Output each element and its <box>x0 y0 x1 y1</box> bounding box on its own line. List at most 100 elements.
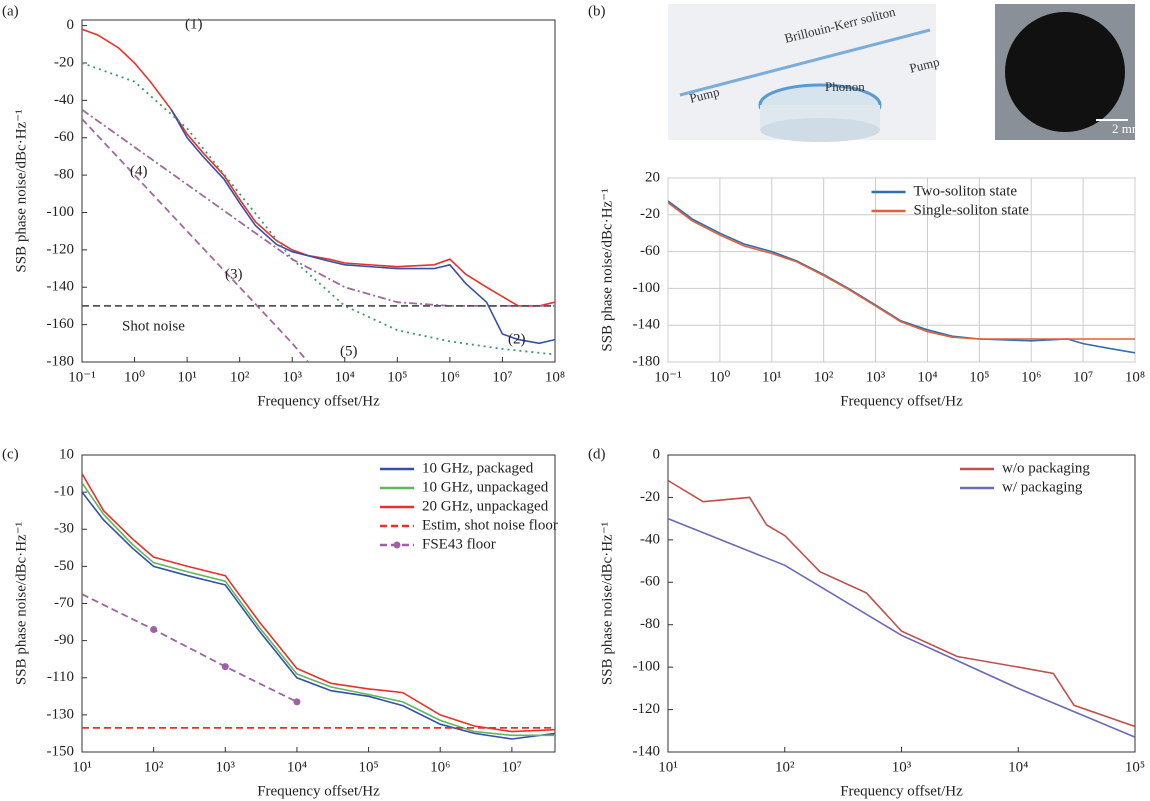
y-tick-label: -10 <box>54 484 74 500</box>
x-tick-label: 10⁴ <box>335 369 355 385</box>
series-line <box>82 593 298 703</box>
annotation: (2) <box>508 331 526 347</box>
panel-label: (d) <box>588 446 606 462</box>
x-tick-label: 10¹ <box>72 759 92 775</box>
legend-label: 10 GHz, unpackaged <box>422 479 549 495</box>
legend-label: w/o packaging <box>1002 460 1090 476</box>
plot-area <box>667 177 1136 363</box>
resonator-base <box>760 118 880 142</box>
x-tick-label: 10³ <box>892 759 912 775</box>
x-tick-label: 10² <box>775 759 795 775</box>
x-tick-label: 10⁶ <box>430 759 450 775</box>
legend-label: Estim, shot noise floor <box>422 517 558 533</box>
marker <box>221 663 229 671</box>
y-tick-label: -100 <box>47 204 75 220</box>
x-tick-label: 10⁷ <box>492 369 512 385</box>
x-tick-label: 10³ <box>216 759 236 775</box>
series-group <box>668 200 1135 354</box>
x-tick-label: 10¹ <box>177 369 197 385</box>
x-tick-label: 10⁵ <box>969 369 989 385</box>
y-tick-label: -110 <box>47 669 74 685</box>
panel-label: (b) <box>588 3 606 19</box>
y-tick-label: -60 <box>640 574 660 590</box>
y-tick-label: -180 <box>633 353 661 369</box>
plot-area <box>81 19 556 363</box>
waveguide <box>679 28 931 97</box>
y-tick-label: -90 <box>54 632 74 648</box>
legend-label: 10 GHz, packaged <box>422 460 534 476</box>
y-axis-label: SSB phase noise/dBc·Hz⁻¹ <box>599 188 615 351</box>
x-tick-label: 10⁴ <box>917 369 937 385</box>
y-tick-label: -180 <box>47 353 75 369</box>
x-tick-label: 10⁵ <box>387 369 407 385</box>
y-tick-label: -20 <box>640 206 660 222</box>
plot-area <box>667 454 1136 753</box>
y-tick-label: -30 <box>54 521 74 537</box>
x-tick-label: 10⁻¹ <box>68 369 95 385</box>
x-tick-label: 10² <box>144 759 164 775</box>
y-axis-label: SSB phase noise/dBc·Hz⁻¹ <box>599 522 615 685</box>
x-tick-label: 10⁶ <box>440 369 460 385</box>
annotation: Pump <box>908 54 941 76</box>
legend-label: FSE43 floor <box>422 536 496 552</box>
y-tick-label: -60 <box>640 243 660 259</box>
y-tick-label: -50 <box>54 558 74 574</box>
series-group <box>668 479 1135 738</box>
panel-label: (a) <box>2 3 19 19</box>
x-tick-label: 10⁵ <box>1125 759 1145 775</box>
y-tick-label: -140 <box>47 279 75 295</box>
y-tick-label: -160 <box>47 316 75 332</box>
y-tick-label: -120 <box>633 701 661 717</box>
y-tick-label: -100 <box>633 659 661 675</box>
annotation: (3) <box>225 266 243 282</box>
x-tick-label: 10⁻¹ <box>654 369 681 385</box>
x-tick-label: 10⁷ <box>1073 369 1093 385</box>
annotation: Shot noise <box>122 318 185 334</box>
annotation: Phonon <box>825 79 865 94</box>
series-line <box>668 517 1135 738</box>
x-tick-label: 10¹ <box>658 759 678 775</box>
x-axis-label: Frequency offset/Hz <box>840 393 963 409</box>
y-tick-label: 10 <box>59 446 74 462</box>
legend-label: Single-soliton state <box>914 202 1030 218</box>
legend-marker <box>393 541 401 549</box>
y-tick-label: -40 <box>640 531 660 547</box>
x-axis-label: Frequency offset/Hz <box>257 783 380 799</box>
series-line <box>170 109 555 345</box>
x-tick-label: 10³ <box>866 369 886 385</box>
x-tick-label: 10⁴ <box>287 759 307 775</box>
x-tick-label: 10³ <box>282 369 302 385</box>
series-line <box>82 28 555 307</box>
legend-label: w/ packaging <box>1002 479 1083 495</box>
x-tick-label: 10² <box>230 369 250 385</box>
y-tick-label: -70 <box>54 595 74 611</box>
y-tick-label: -80 <box>640 616 660 632</box>
series-line <box>82 473 555 733</box>
y-tick-label: -60 <box>54 129 74 145</box>
x-tick-label: 10² <box>814 369 834 385</box>
annotation: (4) <box>130 163 148 179</box>
y-tick-label: -100 <box>633 280 661 296</box>
y-tick-label: -80 <box>54 167 74 183</box>
legend-label: 20 GHz, unpackaged <box>422 498 549 514</box>
series-line <box>82 108 555 307</box>
series-line <box>668 202 1135 340</box>
annotation: (5) <box>340 343 358 359</box>
y-tick-label: 0 <box>67 17 75 33</box>
annotation: Pump <box>688 84 721 106</box>
x-axis-label: Frequency offset/Hz <box>840 783 963 799</box>
x-tick-label: 10⁶ <box>1021 369 1041 385</box>
y-tick-label: -20 <box>54 54 74 70</box>
y-tick-label: -150 <box>47 743 75 759</box>
x-tick-label: 10⁵ <box>358 759 378 775</box>
y-tick-label: -40 <box>54 92 74 108</box>
x-tick-label: 10⁰ <box>124 369 145 385</box>
series-group <box>82 473 555 740</box>
x-tick-label: 10⁰ <box>709 369 730 385</box>
x-tick-label: 10⁸ <box>545 369 565 385</box>
y-axis-label: SSB phase noise/dBc·Hz⁻¹ <box>13 522 29 685</box>
x-tick-label: 10⁴ <box>1008 759 1028 775</box>
series-line <box>668 479 1135 728</box>
y-tick-label: 20 <box>645 169 660 185</box>
